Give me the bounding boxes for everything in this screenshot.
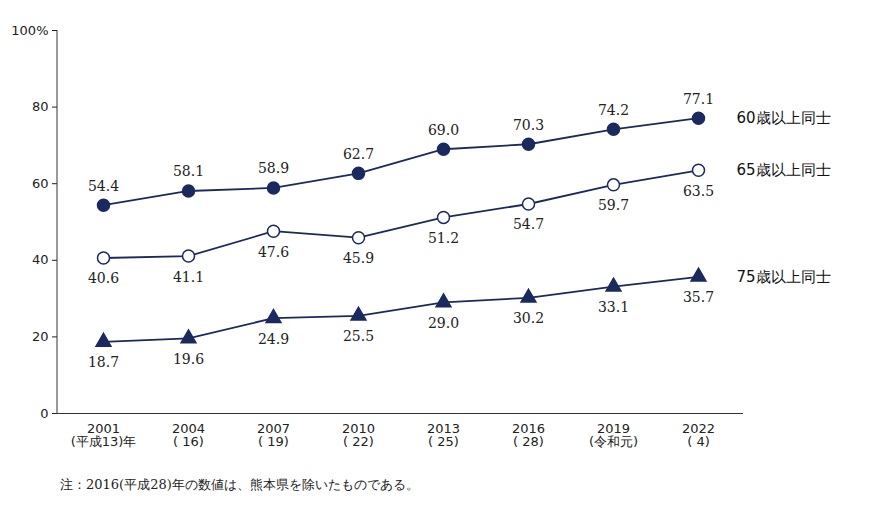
svg-text:33.1: 33.1 bbox=[598, 299, 629, 315]
svg-text:100%: 100% bbox=[11, 23, 48, 38]
svg-text:0: 0 bbox=[40, 406, 48, 421]
svg-text:2001(平成13)年: 2001(平成13)年 bbox=[71, 421, 137, 449]
svg-text:18.7: 18.7 bbox=[88, 354, 119, 370]
svg-text:2013( 25): 2013( 25) bbox=[427, 421, 460, 449]
svg-text:40.6: 40.6 bbox=[88, 270, 119, 286]
svg-text:58.1: 58.1 bbox=[173, 163, 204, 179]
svg-text:62.7: 62.7 bbox=[343, 146, 374, 162]
svg-text:75歳以上同士: 75歳以上同士 bbox=[737, 268, 831, 286]
svg-text:63.5: 63.5 bbox=[683, 183, 714, 199]
svg-text:60: 60 bbox=[32, 176, 49, 191]
svg-text:24.9: 24.9 bbox=[258, 331, 289, 347]
svg-text:35.7: 35.7 bbox=[683, 289, 714, 305]
svg-text:2004( 16): 2004( 16) bbox=[172, 421, 205, 449]
svg-text:70.3: 70.3 bbox=[513, 117, 544, 133]
svg-text:54.7: 54.7 bbox=[513, 216, 544, 232]
svg-text:69.0: 69.0 bbox=[428, 122, 459, 138]
svg-text:41.1: 41.1 bbox=[173, 269, 204, 285]
svg-text:2016( 28): 2016( 28) bbox=[512, 421, 545, 449]
svg-text:40: 40 bbox=[32, 252, 49, 267]
svg-text:54.4: 54.4 bbox=[88, 178, 119, 194]
svg-text:30.2: 30.2 bbox=[513, 310, 544, 326]
svg-text:2007( 19): 2007( 19) bbox=[257, 421, 290, 449]
svg-text:80: 80 bbox=[32, 99, 49, 114]
svg-text:47.6: 47.6 bbox=[258, 244, 289, 260]
svg-text:77.1: 77.1 bbox=[683, 91, 714, 107]
svg-text:45.9: 45.9 bbox=[343, 250, 374, 266]
svg-text:25.5: 25.5 bbox=[343, 328, 374, 344]
svg-text:58.9: 58.9 bbox=[258, 160, 289, 176]
html-text:注：2016(平成28)年の数値は、熊本県を除いたものである: 注：2016(平成28)年の数値は、熊本県を除いたものである。 bbox=[60, 477, 419, 492]
svg-text:51.2: 51.2 bbox=[428, 230, 459, 246]
svg-text:29.0: 29.0 bbox=[428, 315, 459, 331]
svg-text:74.2: 74.2 bbox=[598, 102, 629, 118]
svg-text:65歳以上同士: 65歳以上同士 bbox=[737, 161, 831, 179]
svg-text:2022( 4): 2022( 4) bbox=[682, 421, 715, 449]
svg-text:2019(令和元): 2019(令和元) bbox=[589, 421, 638, 449]
svg-text:19.6: 19.6 bbox=[173, 351, 204, 367]
svg-text:60歳以上同士: 60歳以上同士 bbox=[737, 109, 831, 127]
svg-text:59.7: 59.7 bbox=[598, 197, 629, 213]
svg-text:2010( 22): 2010( 22) bbox=[342, 421, 375, 449]
svg-text:20: 20 bbox=[32, 329, 49, 344]
